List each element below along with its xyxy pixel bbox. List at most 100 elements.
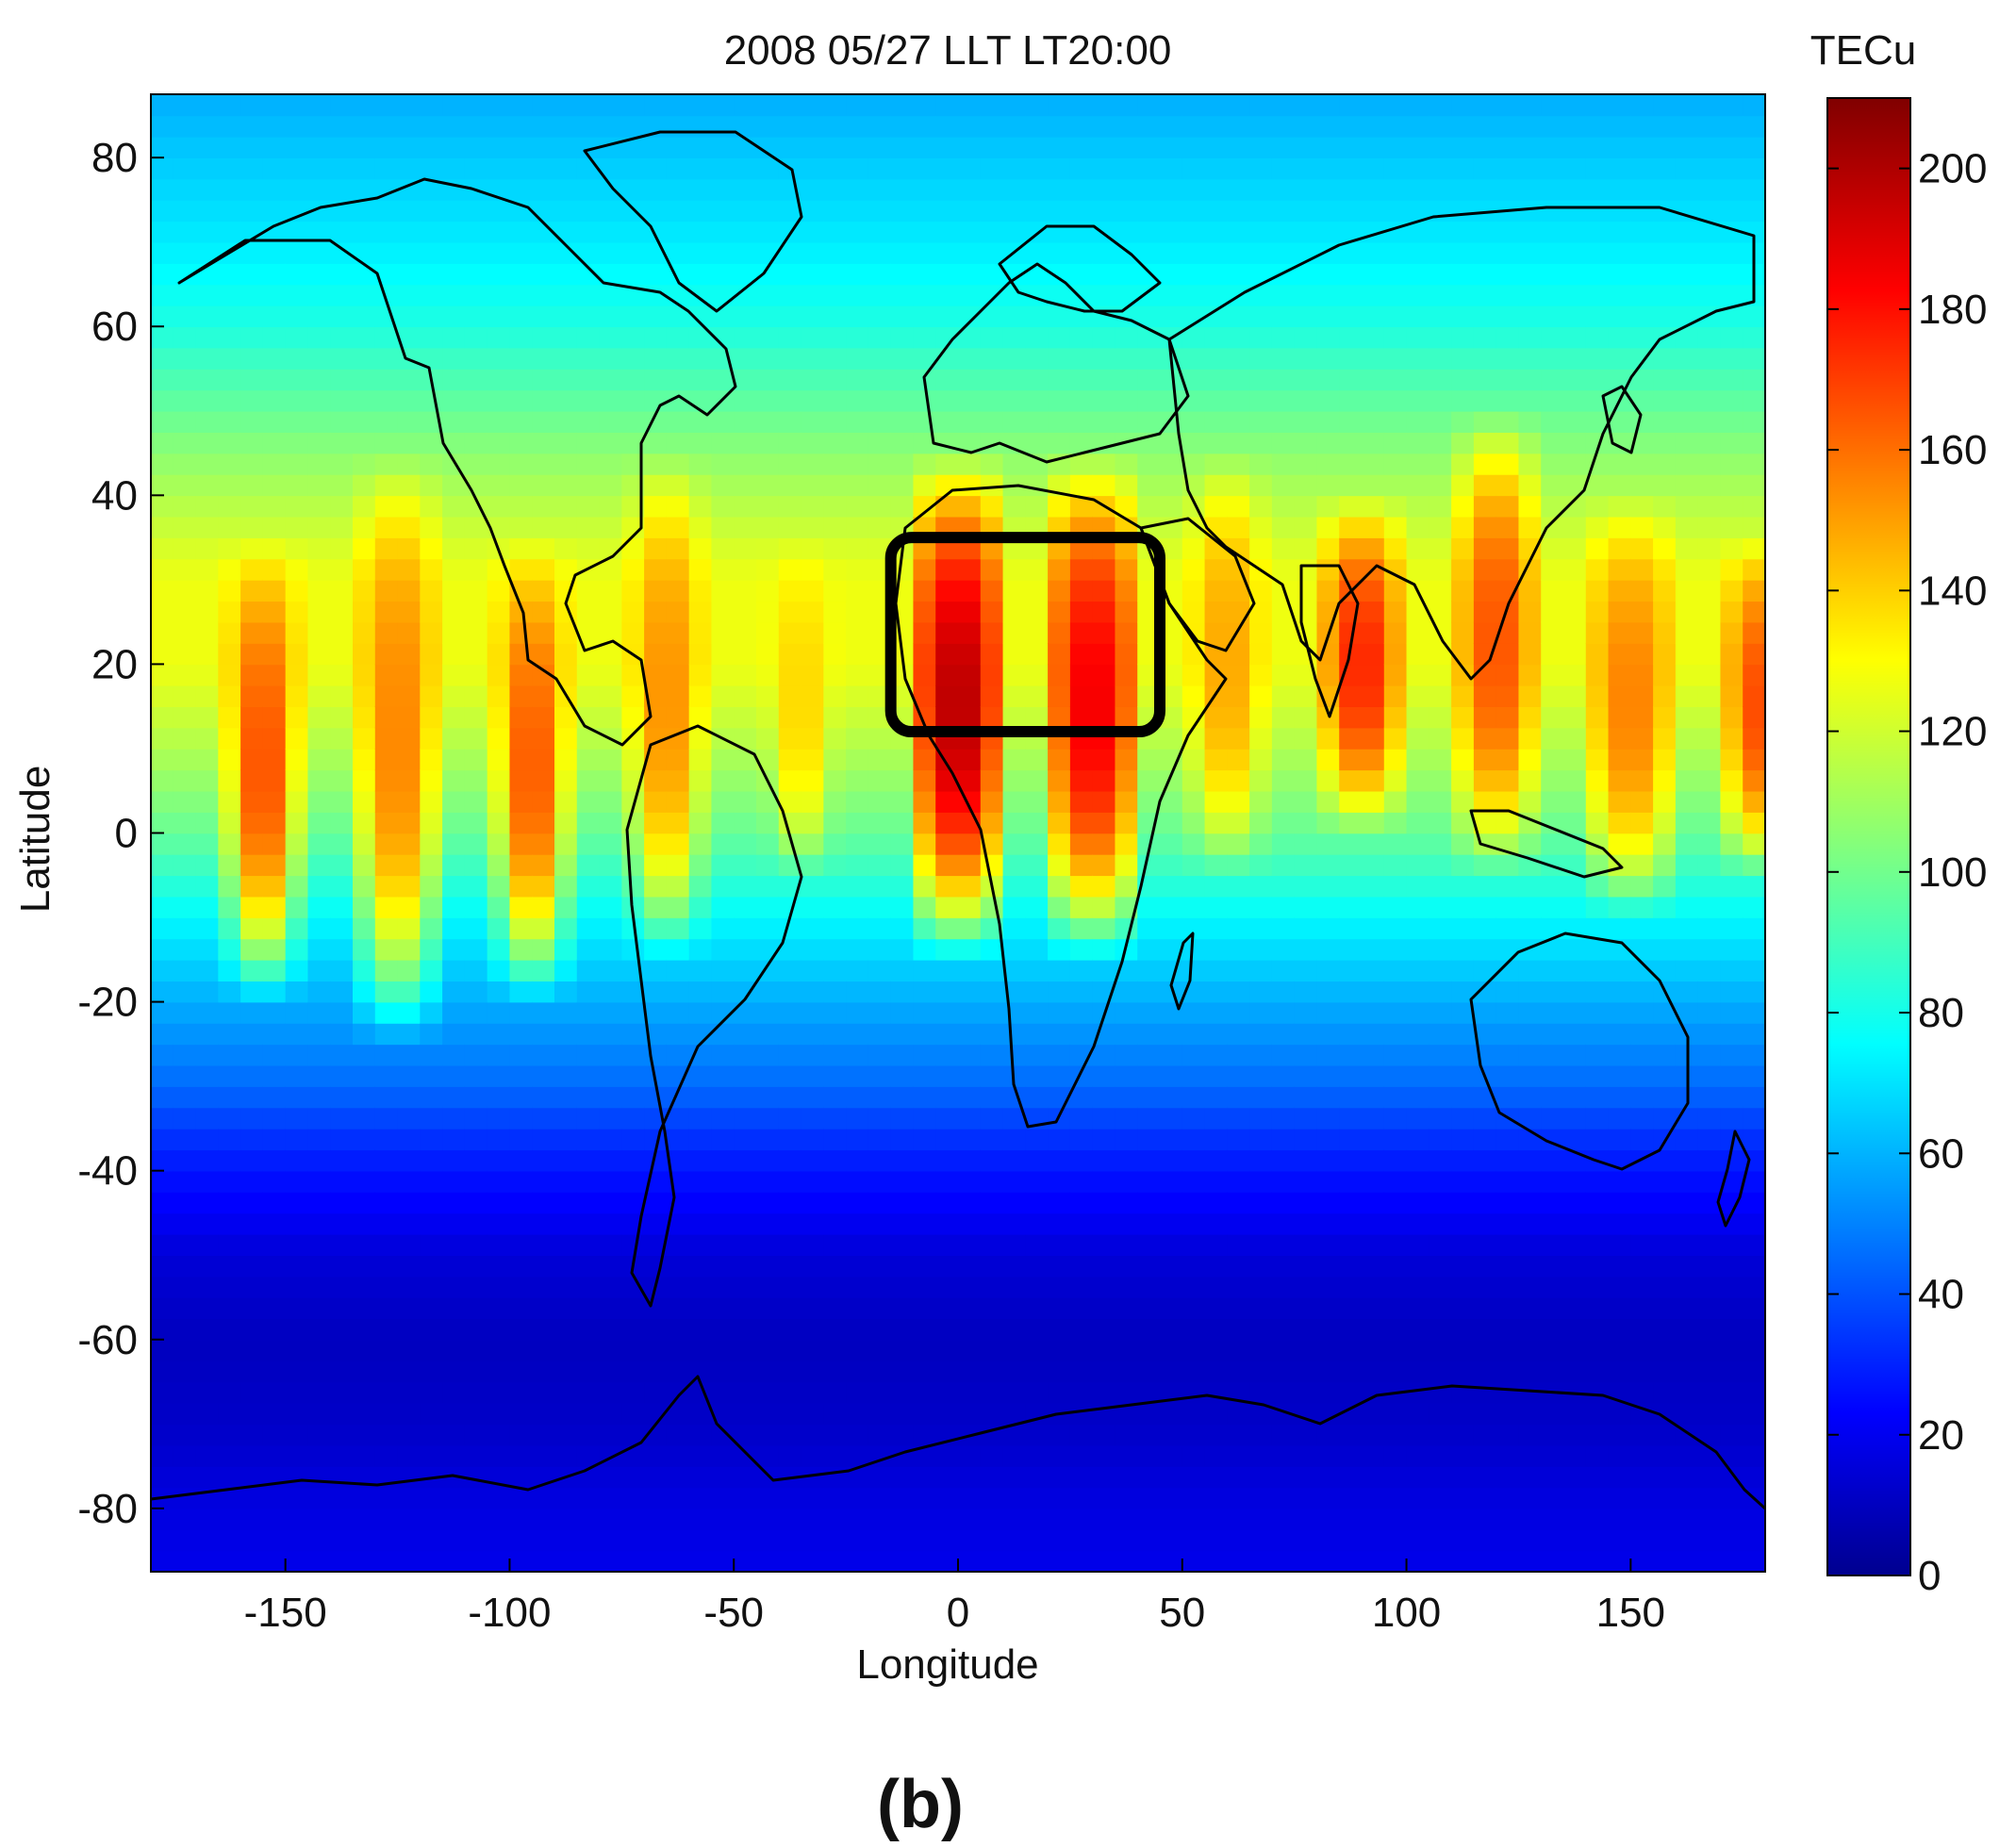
- heatmap-cell: [1383, 1064, 1408, 1087]
- heatmap-cell: [734, 1466, 757, 1489]
- heatmap-cell: [1048, 1508, 1071, 1531]
- heatmap-cell: [218, 1149, 241, 1172]
- heatmap-cell: [688, 1339, 713, 1361]
- heatmap-cell: [1653, 347, 1677, 370]
- heatmap-cell: [1339, 1064, 1363, 1087]
- heatmap-cell: [1451, 473, 1475, 497]
- heatmap-cell: [1025, 369, 1049, 391]
- heatmap-cell: [1608, 1487, 1632, 1509]
- heatmap-cell: [644, 347, 668, 370]
- heatmap-cell: [1227, 369, 1250, 391]
- heatmap-cell: [1160, 1444, 1183, 1467]
- heatmap-cell: [420, 473, 443, 497]
- heatmap-cell: [1630, 790, 1654, 813]
- heatmap-cell: [1316, 326, 1341, 349]
- heatmap-cell: [688, 959, 713, 981]
- heatmap-cell: [1362, 516, 1385, 538]
- heatmap-cell: [711, 981, 735, 1003]
- heatmap-cell: [442, 601, 466, 623]
- heatmap-cell: [1160, 875, 1183, 898]
- heatmap-cell: [532, 221, 555, 243]
- heatmap-cell: [1137, 221, 1161, 243]
- heatmap-cell: [1092, 875, 1116, 898]
- heatmap-cell: [442, 284, 466, 306]
- heatmap-cell: [1362, 537, 1385, 560]
- heatmap-cell: [240, 1402, 264, 1426]
- heatmap-cell: [1160, 178, 1183, 201]
- heatmap-cell: [1541, 473, 1564, 497]
- heatmap-cell: [1630, 684, 1654, 707]
- heatmap-cell: [913, 136, 937, 158]
- heatmap-cell: [576, 241, 601, 264]
- heatmap-cell: [1429, 326, 1452, 349]
- heatmap-cell: [1383, 178, 1408, 201]
- heatmap-cell: [1495, 263, 1520, 286]
- heatmap-cell: [1294, 896, 1318, 918]
- heatmap-cell: [599, 347, 623, 370]
- heatmap-cell: [397, 1001, 421, 1024]
- heatmap-cell: [195, 875, 220, 898]
- heatmap-cell: [756, 1444, 780, 1467]
- heatmap-cell: [1429, 369, 1452, 391]
- heatmap-cell: [1563, 453, 1587, 475]
- heatmap-cell: [1675, 896, 1699, 918]
- heatmap-cell: [397, 537, 421, 560]
- heatmap-cell: [1675, 1444, 1699, 1467]
- heatmap-cell: [935, 1170, 959, 1193]
- heatmap-cell: [1495, 769, 1520, 792]
- heatmap-cell: [1518, 1550, 1543, 1572]
- heatmap-cell: [1518, 643, 1543, 666]
- heatmap-cell: [1541, 981, 1564, 1003]
- heatmap-cell: [397, 241, 421, 264]
- heatmap-cell: [980, 1402, 1004, 1426]
- heatmap-cell: [1362, 917, 1385, 940]
- heatmap-cell: [1653, 1361, 1677, 1383]
- heatmap-cell: [1473, 1444, 1497, 1467]
- heatmap-cell: [420, 241, 443, 264]
- heatmap-cell: [1495, 1255, 1520, 1278]
- heatmap-cell: [330, 812, 354, 834]
- heatmap-cell: [868, 833, 892, 855]
- heatmap-cell: [1069, 263, 1094, 286]
- heatmap-cell: [1137, 284, 1161, 306]
- heatmap-cell: [195, 938, 220, 961]
- heatmap-cell: [307, 1255, 332, 1278]
- heatmap-cell: [868, 1128, 892, 1151]
- heatmap-cell: [240, 959, 264, 981]
- heatmap-cell: [1271, 1444, 1296, 1467]
- heatmap-cell: [801, 1255, 825, 1278]
- heatmap-cell: [778, 1381, 802, 1404]
- heatmap-cell: [935, 1149, 959, 1172]
- heatmap-cell: [330, 1296, 354, 1320]
- heatmap-cell: [330, 410, 354, 433]
- heatmap-cell: [1585, 601, 1610, 623]
- heatmap-cell: [1339, 1529, 1363, 1552]
- heatmap-cell: [1630, 1170, 1654, 1193]
- heatmap-cell: [935, 178, 959, 201]
- heatmap-cell: [1115, 326, 1139, 349]
- heatmap-cell: [1025, 157, 1049, 180]
- heatmap-cell: [1316, 1276, 1341, 1298]
- heatmap-cell: [1630, 1233, 1654, 1257]
- heatmap-cell: [218, 1212, 241, 1235]
- heatmap-cell: [1563, 621, 1587, 644]
- heatmap-cell: [195, 199, 220, 223]
- heatmap-cell: [801, 790, 825, 813]
- heatmap-cell: [240, 410, 264, 433]
- heatmap-cell: [1294, 1444, 1318, 1467]
- heatmap-cell: [1406, 1550, 1430, 1572]
- heatmap-cell: [734, 516, 757, 538]
- heatmap-cell: [1518, 1487, 1543, 1509]
- heatmap-cell: [554, 727, 578, 750]
- heatmap-cell: [756, 432, 780, 454]
- heatmap-cell: [868, 1149, 892, 1172]
- heatmap-cell: [218, 1424, 241, 1446]
- heatmap-cell: [151, 1001, 174, 1024]
- heatmap-cell: [644, 938, 668, 961]
- heatmap-cell: [195, 601, 220, 623]
- heatmap-cell: [778, 305, 802, 328]
- heatmap-cell: [823, 1233, 847, 1257]
- heatmap-cell: [240, 601, 264, 623]
- heatmap-cell: [1720, 347, 1744, 370]
- heatmap-cell: [1025, 326, 1049, 349]
